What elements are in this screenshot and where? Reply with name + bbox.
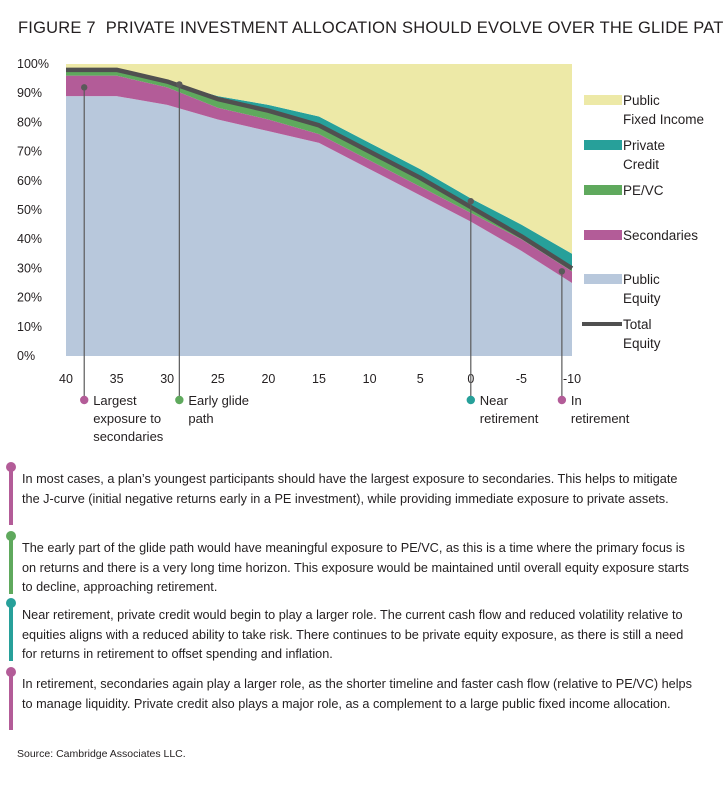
annotation-label: Largest	[93, 393, 137, 408]
annotation-label: path	[188, 411, 213, 426]
y-tick-label: 90%	[17, 86, 42, 100]
legend-label: Equity	[623, 336, 661, 351]
x-tick-label: 5	[417, 372, 424, 386]
figure-heading: PRIVATE INVESTMENT ALLOCATION SHOULD EVO…	[105, 19, 724, 37]
y-tick-label: 20%	[17, 291, 42, 305]
y-tick-label: 60%	[17, 174, 42, 188]
note-text: In retirement, secondaries again play a …	[22, 677, 692, 711]
y-tick-label: 70%	[17, 145, 42, 159]
x-tick-label: 10	[363, 372, 377, 386]
x-tick-label: 25	[211, 372, 225, 386]
annotation-label: Early glide	[188, 393, 249, 408]
annotation-marker	[80, 395, 89, 405]
legend-label: Total	[623, 317, 652, 332]
legend-label: Private	[623, 138, 665, 153]
stacked-areas	[66, 64, 574, 357]
x-tick-label: 40	[59, 372, 73, 386]
x-tick-label: 30	[160, 372, 174, 386]
y-tick-label: 40%	[17, 232, 42, 246]
legend-label: Public	[623, 272, 660, 287]
legend-label: Secondaries	[623, 228, 698, 243]
figure-title: FIGURE 7 PRIVATE INVESTMENT ALLOCATION SH…	[18, 19, 724, 38]
x-tick-label: 35	[110, 372, 124, 386]
legend-swatch-pe-vc	[584, 185, 622, 195]
note-accent-dot	[6, 531, 16, 541]
legend-swatch-private-credit	[584, 140, 622, 150]
legend-label: Public	[623, 93, 660, 108]
y-tick-label: 0%	[17, 349, 35, 363]
y-tick-label: 100%	[17, 57, 49, 71]
total-equity-line	[66, 67, 574, 271]
annotations: Largest exposure to secondaries Early glide…	[80, 81, 630, 444]
legend: Public Fixed Income Private Credit PE/VC Seco…	[582, 93, 704, 351]
note-text: In most cases, a plan’s youngest partici…	[22, 472, 678, 506]
note-accent-dot	[6, 598, 16, 608]
glide-path-chart: 100% 90% 80% 70% 60% 50% 40% 30% 20% 10% 0% 40 35 30…	[17, 57, 704, 444]
annotation-marker	[557, 395, 567, 405]
annotation-label: In	[571, 393, 582, 408]
annotation-point	[81, 84, 88, 91]
x-tick-label: -5	[516, 372, 527, 386]
annotation-point	[467, 198, 474, 205]
x-axis: 4035302520151050-5-10	[59, 372, 581, 386]
y-tick-label: 30%	[17, 261, 42, 275]
legend-swatch-public-equity	[584, 274, 622, 284]
legend-swatch-secondaries	[584, 230, 622, 240]
x-tick-label: 15	[312, 372, 326, 386]
note-text: Near retirement, private credit would be…	[22, 608, 684, 662]
note-accent-bar	[9, 602, 13, 661]
annotation-label: retirement	[480, 411, 539, 426]
legend-label: Equity	[623, 291, 661, 306]
annotation-point	[558, 268, 566, 275]
area-public-equity	[66, 96, 572, 357]
y-tick-label: 10%	[17, 320, 42, 334]
annotation-marker	[175, 395, 184, 405]
legend-swatch-public-fixed-income	[584, 95, 622, 105]
note-accent-bar	[9, 671, 13, 730]
y-tick-label: 80%	[17, 115, 42, 129]
annotation-label: exposure to	[93, 411, 161, 426]
note-accent-bar	[9, 466, 13, 525]
legend-label: PE/VC	[623, 183, 664, 198]
annotation-label: secondaries	[93, 429, 164, 444]
source-note: Source: Cambridge Associates LLC.	[17, 748, 186, 760]
annotation-point	[176, 81, 183, 88]
note-accent-dot	[6, 462, 16, 472]
annotation-label: retirement	[571, 411, 630, 426]
legend-label: Fixed Income	[623, 112, 704, 127]
note-accent-dot	[6, 667, 16, 677]
annotation-label: Near	[480, 393, 509, 408]
legend-label: Credit	[623, 157, 659, 172]
y-axis: 100% 90% 80% 70% 60% 50% 40% 30% 20% 10% 0%	[17, 57, 49, 363]
area-public-fixed-income	[66, 64, 572, 254]
y-tick-label: 50%	[17, 203, 42, 217]
note-text: The early part of the glide path would h…	[22, 541, 689, 595]
x-tick-label: 20	[261, 372, 275, 386]
x-tick-label: -10	[563, 372, 581, 386]
figure-label: FIGURE 7	[18, 19, 96, 37]
annotation-marker	[466, 395, 475, 405]
note-accent-bar	[9, 535, 13, 594]
